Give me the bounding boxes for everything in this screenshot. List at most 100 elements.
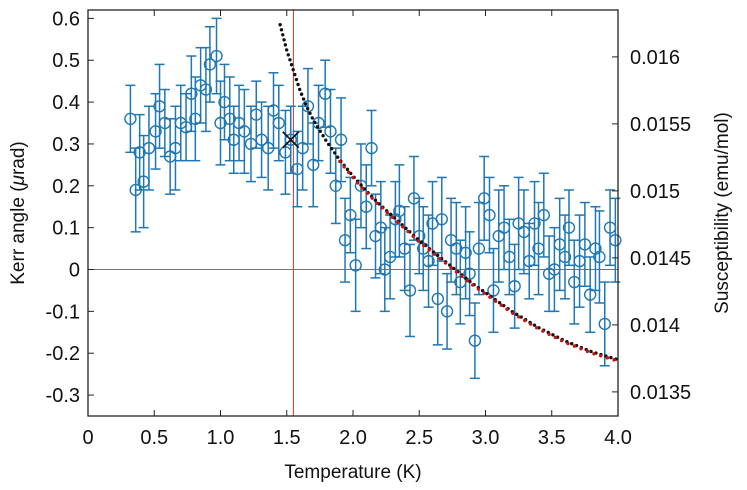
susceptibility-red-dot (482, 291, 486, 295)
plot-series (124, 17, 622, 380)
susceptibility-red-dot (416, 239, 421, 243)
susceptibility-black-dot (282, 38, 286, 42)
susceptibility-black-dot (388, 212, 393, 217)
kerr-point (365, 141, 378, 155)
susceptibility-black-dot (301, 97, 306, 101)
kerr-point (324, 125, 337, 138)
kerr-point (598, 317, 611, 331)
kerr-point (562, 221, 576, 234)
plot-overlays (282, 131, 300, 149)
susceptibility-black-dot (303, 102, 308, 106)
susceptibility-red-dot (427, 248, 431, 252)
susceptibility-black-dot (485, 291, 489, 296)
susceptibility-red-dot (499, 303, 503, 307)
susceptibility-red-dot (505, 307, 509, 311)
susceptibility-black-dot (297, 87, 302, 92)
susceptibility-black-dot (289, 63, 294, 67)
left-y-axis-title: Kerr angle (μrad) (8, 141, 29, 285)
susceptibility-red-dot (411, 234, 415, 238)
susceptibility-red-dot (534, 326, 539, 330)
susceptibility-black-dot (318, 129, 323, 133)
susceptibility-red-dot (346, 170, 351, 174)
kerr-point (459, 246, 472, 259)
kerr-point (463, 267, 476, 280)
kerr-point (334, 133, 348, 146)
susceptibility-black-dot (278, 23, 282, 27)
right-y-tick-label: 0.015 (630, 181, 680, 203)
kerr-point (284, 133, 297, 146)
susceptibility-black-dot (345, 167, 350, 172)
susceptibility-red-dot (523, 318, 527, 323)
susceptibility-red-dot (375, 201, 379, 205)
susceptibility-red-dot (488, 295, 492, 299)
kerr-point (203, 58, 217, 71)
x-tick-label: 0.5 (140, 427, 168, 449)
susceptibility-red-dot (406, 229, 410, 234)
kerr-point (307, 158, 320, 172)
susceptibility-black-dot (502, 303, 506, 308)
kerr-point (210, 49, 223, 63)
susceptibility-black-dot (551, 333, 555, 337)
susceptibility-black-dot (286, 53, 290, 57)
kerr-point (312, 116, 325, 130)
susceptibility-red-dot (511, 311, 515, 315)
kerr-point (142, 141, 156, 155)
left-y-tick-label: 0.6 (52, 8, 80, 30)
cross-marker (282, 131, 300, 149)
susceptibility-black-dot (291, 67, 295, 72)
susceptibility-red-dot (370, 196, 374, 200)
kerr-point (344, 208, 357, 222)
susceptibility-black-dot (296, 82, 300, 87)
susceptibility-black-dot (330, 146, 334, 151)
kerr-point (185, 87, 198, 100)
susceptibility-red-dot (342, 165, 346, 169)
susceptibility-black-dot (293, 72, 297, 77)
susceptibility-red-dot (454, 270, 459, 274)
kerr-point (431, 292, 444, 306)
susceptibility-black-dot (308, 111, 312, 115)
kerr-point (360, 200, 373, 213)
kerr-point (558, 250, 572, 264)
susceptibility-red-dot (338, 159, 342, 164)
susceptibility-red-dot (401, 225, 405, 229)
susceptibility-red-dot (605, 356, 610, 360)
kerr-point (578, 238, 592, 251)
susceptibility-black-dot (589, 349, 593, 354)
kerr-point (149, 125, 162, 138)
susceptibility-red-dot (476, 287, 481, 291)
kerr-point (440, 305, 454, 318)
kerr-point (124, 112, 137, 126)
susceptibility-black-dot (294, 77, 299, 82)
kerr-point (583, 288, 597, 301)
susceptibility-red-dot (572, 344, 577, 348)
susceptibility-black-dot (336, 155, 340, 159)
susceptibility-black-dot (515, 312, 519, 317)
left-y-tick-label: 0.5 (52, 50, 80, 72)
kerr-point (422, 254, 435, 268)
susceptibility-black-dot (279, 28, 284, 32)
susceptibility-red-dot (517, 315, 521, 319)
kerr-point (508, 280, 521, 293)
left-y-tick-label: 0.2 (52, 176, 80, 198)
susceptibility-red-dot (585, 349, 590, 354)
kerr-point (528, 217, 541, 230)
kerr-point (199, 83, 213, 96)
susceptibility-black-dot (333, 151, 337, 155)
kerr-point (272, 116, 285, 130)
susceptibility-black-dot (299, 92, 304, 96)
susceptibility-black-dot (419, 240, 424, 244)
susceptibility-black-dot (452, 266, 456, 271)
susceptibility-black-dot (480, 288, 485, 293)
kerr-point (609, 234, 622, 247)
susceptibility-black-dot (609, 355, 613, 360)
susceptibility-black-dot (281, 33, 285, 37)
susceptibility-black-dot (321, 134, 325, 138)
x-tick-label: 2.0 (339, 427, 367, 449)
right-y-tick-label: 0.014 (630, 315, 680, 337)
susceptibility-black-dot (315, 125, 320, 129)
left-y-tick-label: -0.3 (46, 385, 80, 407)
x-tick-label: 1.5 (273, 427, 301, 449)
susceptibility-red-dot (395, 220, 400, 224)
susceptibility-black-dot (283, 43, 288, 47)
